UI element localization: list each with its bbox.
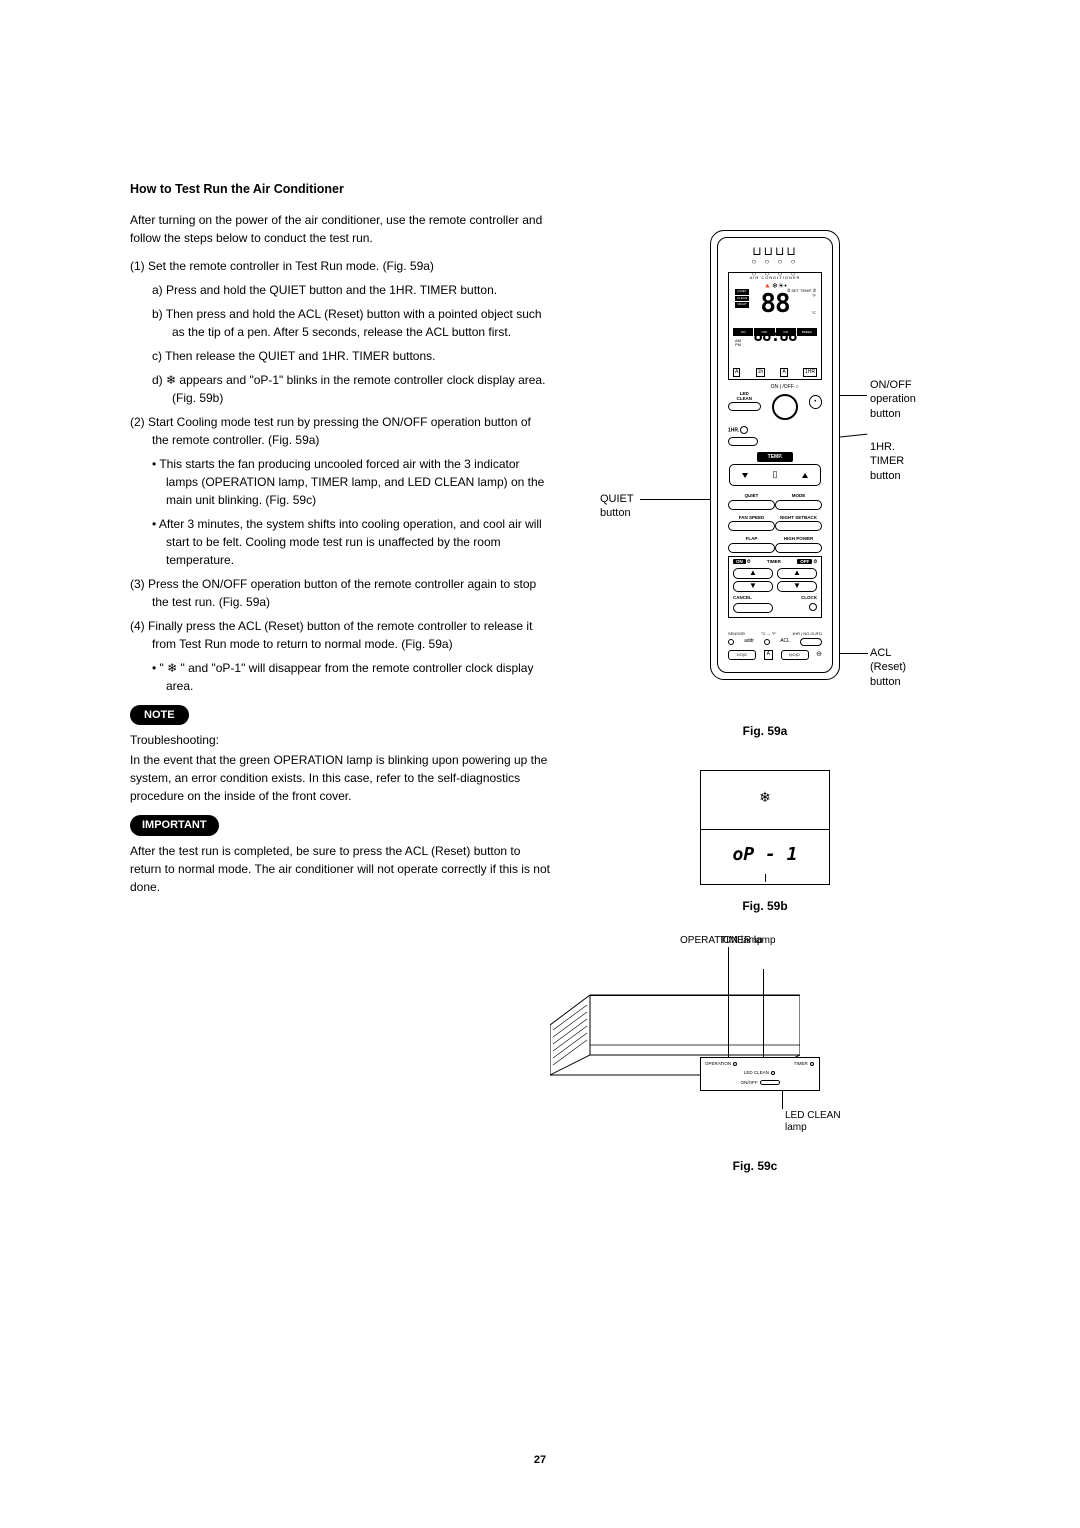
snowflake-icon: ❄ bbox=[701, 787, 829, 808]
onoff-label: ON·| /OFF·○ bbox=[761, 384, 809, 392]
flap-button[interactable]: FLAP bbox=[728, 537, 775, 553]
timer-lamp-label: TIMER lamp bbox=[720, 935, 776, 947]
onoff-button[interactable] bbox=[772, 394, 798, 420]
note-badge: NOTE bbox=[130, 705, 189, 726]
fig-59a-caption: Fig. 59a bbox=[570, 722, 960, 740]
temp-up-icon[interactable] bbox=[802, 473, 808, 478]
fan-speed-button[interactable]: FAN SPEED bbox=[728, 516, 775, 532]
1hr-timer-button[interactable]: 1HR. bbox=[728, 426, 758, 446]
cancel-label: CANCEL bbox=[733, 595, 773, 602]
step-3: (3) Press the ON/OFF operation button of… bbox=[130, 575, 550, 611]
callout-quiet: QUIET button bbox=[600, 492, 634, 521]
important-body: After the test run is completed, be sure… bbox=[130, 842, 550, 896]
temp-down-icon[interactable] bbox=[742, 473, 748, 478]
fig-59c-caption: Fig. 59c bbox=[550, 1157, 960, 1175]
lcd-bottom-row: A 1h A 1HR bbox=[733, 368, 817, 378]
op1-text: oP - 1 bbox=[701, 841, 829, 868]
temp-label: TEMP. bbox=[757, 452, 793, 462]
fig-59b: ❄ oP - 1 bbox=[700, 770, 830, 885]
steps-list: (1) Set the remote controller in Test Ru… bbox=[130, 257, 550, 275]
remote-lcd: AIR CONDITIONER 🔺❄☀• QUIET CLEAN NIGHT ⏱… bbox=[728, 272, 822, 380]
timer-on-up[interactable]: ▲ bbox=[733, 568, 773, 579]
led-clean-button[interactable]: LED CLEAN bbox=[728, 392, 761, 411]
step-1: (1) Set the remote controller in Test Ru… bbox=[130, 257, 550, 275]
clock-label: CLOCK bbox=[801, 595, 817, 602]
note-title: Troubleshooting: bbox=[130, 731, 550, 749]
figure-column: QUIET button ON/OFF operation button 1HR… bbox=[570, 180, 960, 1195]
night-setback-button[interactable]: NIGHT SETBACK bbox=[775, 516, 822, 532]
selector-2[interactable]: I|IO|O bbox=[781, 650, 809, 660]
important-badge: IMPORTANT bbox=[130, 815, 219, 836]
callout-onoff: ON/OFF operation button bbox=[870, 378, 916, 421]
cancel-button[interactable] bbox=[733, 603, 773, 613]
sensor-button[interactable] bbox=[728, 639, 734, 645]
mode-button[interactable]: MODE bbox=[775, 494, 822, 510]
callout-1hr: 1HR. TIMER button bbox=[870, 440, 904, 483]
timer-block: ON ⏱ TIMER OFF ⏱ ▲ ▼ ▲ ▼ bbox=[728, 556, 822, 618]
callout-acl: ACL (Reset) button bbox=[870, 646, 906, 689]
fig-59b-caption: Fig. 59b bbox=[570, 897, 960, 915]
lcd-strip: ON OFF ON BREEZ bbox=[733, 328, 817, 336]
step-2: (2) Start Cooling mode test run by press… bbox=[130, 413, 550, 449]
led-clean-lamp-label: LED CLEAN lamp bbox=[785, 1110, 841, 1134]
step-4: (4) Finally press the ACL (Reset) button… bbox=[130, 617, 550, 653]
section-heading: How to Test Run the Air Conditioner bbox=[130, 180, 550, 199]
step-2-bullet-1: This starts the fan producing uncooled f… bbox=[152, 455, 550, 509]
acl-reset-button[interactable] bbox=[764, 639, 770, 645]
lcd-set-temp-label: ⏱ SET TEMP. ⏱ °F °C bbox=[787, 289, 816, 315]
aux-button[interactable]: • bbox=[809, 395, 823, 409]
timer-off-down[interactable]: ▼ bbox=[777, 581, 817, 592]
fig-59a: QUIET button ON/OFF operation button 1HR… bbox=[600, 230, 960, 710]
lcd-title: AIR CONDITIONER bbox=[729, 275, 821, 281]
lcd-ampm: AM PM bbox=[735, 339, 741, 347]
step-1d: d) ❄ appears and "oP-1" blinks in the re… bbox=[152, 371, 550, 407]
timer-off-up[interactable]: ▲ bbox=[777, 568, 817, 579]
step-1c: c) Then release the QUIET and 1HR. TIMER… bbox=[152, 347, 550, 365]
mode-switch[interactable] bbox=[800, 638, 822, 646]
quiet-button[interactable]: QUIET bbox=[728, 494, 775, 510]
remote-bottom-panel: SENSOR °C ↔ °F 1HR | NO CLR'D addr ACL bbox=[728, 631, 822, 661]
page-number: 27 bbox=[0, 1452, 1080, 1469]
step-2-bullet-2: After 3 minutes, the system shifts into … bbox=[152, 515, 550, 569]
step-1a: a) Press and hold the QUIET button and t… bbox=[152, 281, 550, 299]
step-1b: b) Then press and hold the ACL (Reset) b… bbox=[152, 305, 550, 341]
selector-1[interactable]: I/O|O bbox=[728, 650, 756, 660]
timer-on-down[interactable]: ▼ bbox=[733, 581, 773, 592]
indicator-panel: OPERATION TIMER LED CLEAN ON/OFF bbox=[700, 1057, 820, 1091]
intro-paragraph: After turning on the power of the air co… bbox=[130, 211, 550, 247]
text-column: How to Test Run the Air Conditioner Afte… bbox=[130, 180, 550, 1195]
note-body: In the event that the green OPERATION la… bbox=[130, 751, 550, 805]
temp-pad[interactable]: ▯ bbox=[729, 464, 821, 486]
lcd-mode-boxes: QUIET CLEAN NIGHT bbox=[735, 289, 749, 309]
remote-controller: ⊔⊔⊔⊔ ○ ○ ○ ○○ ○ ○ ○ AIR CONDITIONER 🔺❄☀•… bbox=[710, 230, 840, 680]
high-power-button[interactable]: HIGH POWER bbox=[775, 537, 822, 553]
clock-button[interactable] bbox=[809, 603, 817, 611]
step-4-bullet-1: " ❄ " and "oP-1" will disappear from the… bbox=[152, 659, 550, 695]
fig-59c: OPERATION lamp TIMER lamp LED CLEAN lamp bbox=[550, 935, 950, 1145]
